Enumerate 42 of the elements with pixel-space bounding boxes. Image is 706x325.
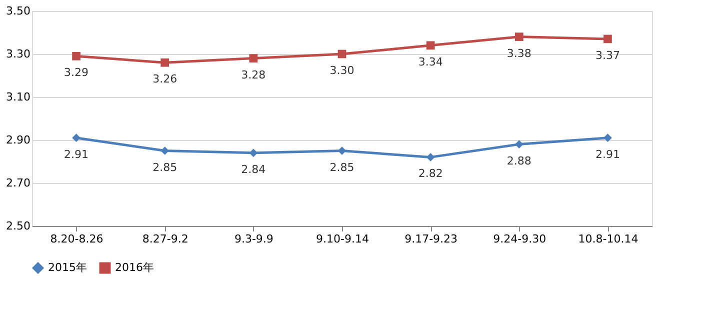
point	[338, 146, 346, 155]
point	[604, 134, 612, 142]
point	[604, 34, 612, 44]
point	[160, 58, 170, 67]
point	[249, 54, 258, 62]
y-tick-label: 2.70	[6, 176, 30, 190]
legend-label: 2016年	[115, 261, 154, 274]
data-label: 3.37	[595, 48, 620, 62]
data-label: 2.85	[330, 160, 354, 174]
x-tick-label: 9.17-9.23	[404, 232, 458, 246]
y-tick-label: 3.10	[6, 90, 30, 104]
x-tick-label: 9.10-9.14	[316, 232, 369, 246]
data-label: 3.30	[330, 64, 354, 77]
data-label: 2.85	[152, 160, 178, 174]
x-tick-label: 9.24-9.30	[493, 232, 546, 246]
data-label: 3.38	[506, 46, 532, 60]
y-tick-label: 2.50	[6, 220, 30, 232]
y-tick-label: 2.90	[6, 134, 30, 146]
legend-label: 2015年	[48, 261, 87, 274]
point	[426, 153, 435, 162]
data-label: 2.88	[506, 154, 532, 168]
x-tick-label: 8.20-8.26	[50, 232, 104, 246]
data-label: 3.26	[152, 72, 178, 86]
y-tick-label: 3.50	[6, 4, 30, 18]
point	[338, 50, 346, 58]
data-label: 2.91	[64, 148, 89, 161]
x-tick-label: 8.27-9.2	[142, 232, 188, 246]
point	[72, 134, 80, 142]
x-tick-label: 10.8-10.14	[578, 232, 638, 246]
data-label: 3.29	[64, 66, 89, 80]
data-label: 2.84	[241, 162, 266, 176]
y-tick-label: 3.30	[6, 48, 30, 60]
point	[160, 146, 170, 155]
data-label: 2.82	[418, 167, 443, 180]
point	[514, 32, 524, 41]
point	[426, 41, 435, 50]
data-label: 2.91	[595, 148, 620, 161]
x-tick-label: 9.3-9.9	[234, 232, 274, 246]
point	[72, 52, 80, 60]
point	[514, 140, 524, 148]
data-label: 3.34	[418, 55, 443, 68]
data-label: 3.28	[241, 68, 266, 82]
